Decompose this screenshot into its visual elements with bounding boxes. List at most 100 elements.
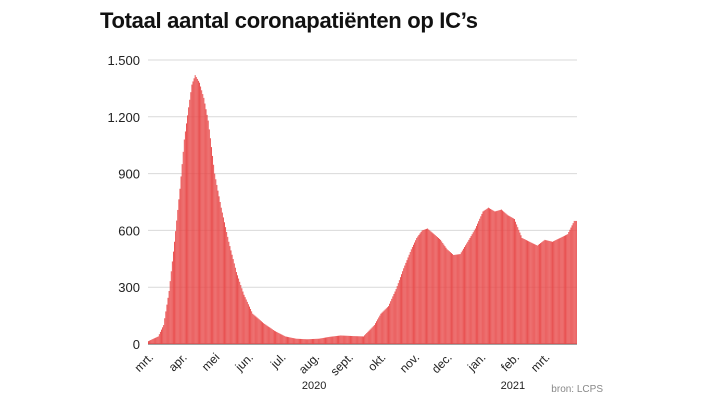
bar <box>426 228 427 344</box>
bar <box>148 341 149 344</box>
bar <box>407 257 409 344</box>
bar <box>262 322 263 344</box>
bar <box>518 229 520 344</box>
bar <box>328 336 330 344</box>
bar <box>418 234 420 344</box>
bar <box>195 77 197 344</box>
bar <box>383 310 385 344</box>
bar <box>330 336 332 344</box>
bar <box>320 338 322 344</box>
x-tick-label: apr. <box>166 350 190 374</box>
bar <box>390 301 392 344</box>
x-tick-label: jul. <box>267 350 288 371</box>
bar <box>264 323 266 344</box>
bar <box>190 92 192 344</box>
bar <box>421 230 423 344</box>
bar <box>403 268 405 344</box>
bar <box>502 210 503 344</box>
bar <box>319 338 321 344</box>
x-tick-label: dec. <box>429 350 455 376</box>
bar <box>196 78 198 345</box>
bar <box>558 238 560 344</box>
bar <box>175 231 177 344</box>
bar <box>216 184 218 344</box>
bar <box>369 329 371 344</box>
bar <box>226 232 228 344</box>
bar <box>414 242 416 344</box>
x-tick-label: aug. <box>296 350 322 376</box>
bar <box>197 80 199 344</box>
bar <box>563 235 565 344</box>
bar <box>354 336 356 344</box>
bar <box>486 208 488 344</box>
bar <box>536 245 538 344</box>
bar <box>516 224 518 344</box>
bar <box>532 243 534 344</box>
bar <box>465 245 467 344</box>
bar <box>156 336 158 344</box>
x-tick-label: nov. <box>397 350 422 375</box>
bar <box>180 176 182 344</box>
bar <box>242 291 244 344</box>
bar <box>456 254 458 344</box>
source-note: bron: LCPS <box>551 384 603 395</box>
bar <box>244 297 246 344</box>
bar <box>290 337 292 344</box>
bar <box>253 314 255 344</box>
bar-series <box>148 75 577 345</box>
bar <box>469 237 471 344</box>
bar <box>322 337 324 344</box>
bar <box>451 253 452 344</box>
bar <box>283 335 285 344</box>
bar <box>356 336 358 344</box>
bar <box>234 267 236 344</box>
bar <box>570 227 572 344</box>
bar <box>272 329 274 344</box>
bar <box>352 336 354 344</box>
y-axis: 0 300 600 900 1.200 1.500 <box>107 53 140 352</box>
bar <box>221 212 223 344</box>
bar <box>271 329 273 344</box>
bar <box>282 335 284 344</box>
bar <box>181 164 183 344</box>
bar <box>537 244 539 344</box>
bar <box>530 242 532 344</box>
bar <box>159 331 161 344</box>
bar <box>350 335 351 344</box>
bar <box>429 230 431 344</box>
bar <box>265 324 267 344</box>
bar <box>336 335 338 344</box>
bar <box>307 339 309 344</box>
bar <box>270 328 272 344</box>
bar <box>228 241 230 344</box>
bar <box>497 210 499 344</box>
bar <box>171 261 173 344</box>
bar <box>554 240 556 344</box>
bar <box>440 239 442 344</box>
bar <box>380 313 382 344</box>
x-tick-label: feb. <box>498 350 522 374</box>
y-tick-label: 300 <box>118 280 140 295</box>
bar <box>204 103 206 344</box>
bar <box>222 217 224 344</box>
bar <box>485 209 487 344</box>
x-tick-label: jun. <box>232 350 256 374</box>
bar <box>527 240 528 344</box>
chart-title: Totaal aantal coronapatiënten op IC’s <box>100 8 478 33</box>
bar <box>169 281 171 344</box>
bar <box>149 340 151 344</box>
bar <box>366 333 368 344</box>
bar <box>227 236 229 344</box>
bar <box>524 239 526 344</box>
bar <box>355 336 357 344</box>
bar <box>447 250 449 344</box>
bar <box>410 249 412 344</box>
bar <box>378 317 380 344</box>
bar <box>291 337 293 344</box>
bar <box>545 240 547 344</box>
bar <box>441 241 443 344</box>
y-tick-label: 1.200 <box>107 110 140 125</box>
bar <box>555 240 557 344</box>
bar <box>224 222 225 344</box>
bar <box>281 334 283 344</box>
